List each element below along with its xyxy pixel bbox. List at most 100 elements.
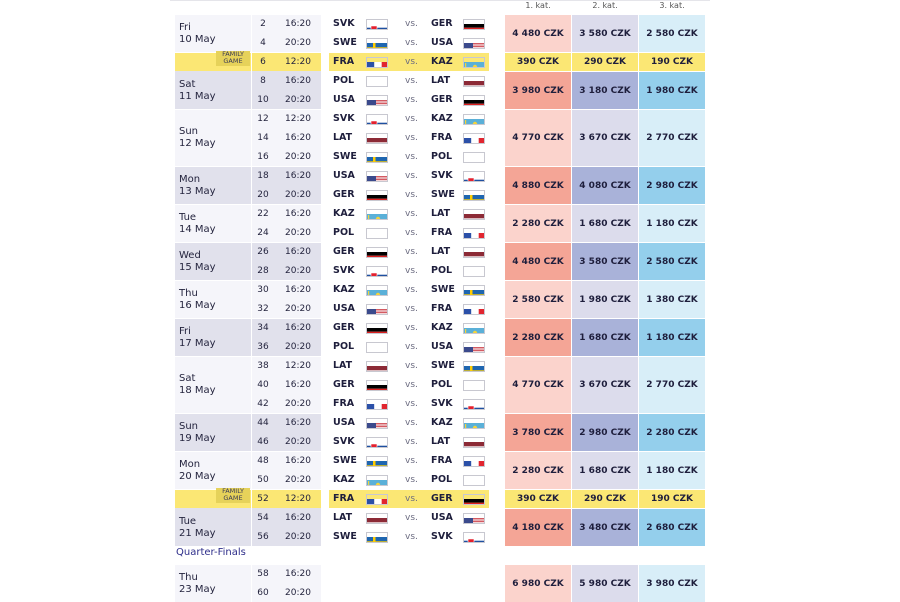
away-team: USA — [431, 341, 453, 352]
quarter-finals-label: Quarter-Finals — [176, 547, 246, 558]
price-cell: 3 670 CZK — [572, 357, 638, 413]
day-date: 12 May — [179, 138, 216, 149]
game-number: 24 — [257, 228, 269, 238]
home-team: KAZ — [333, 474, 355, 485]
vs-label: vs. — [405, 266, 418, 276]
game-number: 42 — [257, 399, 269, 409]
game-number: 58 — [257, 569, 269, 579]
day-name: Tue — [179, 515, 197, 527]
day-date: 21 May — [179, 527, 216, 539]
fra-flag-icon — [463, 133, 485, 144]
day-date: 13 May — [179, 185, 216, 197]
game-number: 40 — [257, 380, 269, 390]
column-separator — [251, 490, 252, 546]
day-block — [175, 205, 321, 242]
family-badge-line: FAMILY — [222, 50, 244, 58]
price-cell: 1 680 CZK — [572, 205, 638, 242]
home-team: POL — [333, 75, 355, 86]
vs-label: vs. — [405, 380, 418, 390]
svk-flag-icon — [366, 19, 388, 30]
lat-flag-icon — [463, 209, 485, 220]
family-game-badge: FAMILY GAME — [216, 51, 250, 66]
home-team: FRA — [333, 398, 355, 409]
day-name: Mon — [179, 173, 201, 185]
usa-flag-icon — [463, 513, 485, 524]
pol-flag-icon — [463, 475, 485, 486]
usa-flag-icon — [366, 95, 388, 106]
vs-label: vs. — [405, 57, 418, 67]
home-team: POL — [333, 227, 355, 238]
away-team: SWE — [431, 284, 455, 295]
column-separator — [251, 243, 252, 280]
day-block — [175, 281, 321, 318]
game-number: 20 — [257, 190, 269, 200]
day-block — [175, 414, 321, 451]
game-number: 8 — [260, 76, 266, 86]
day-label: Wed 15 May — [179, 250, 216, 274]
price-cell: 2 280 CZK — [505, 205, 571, 242]
away-team: LAT — [431, 75, 451, 86]
day-label: Tue 21 May — [179, 516, 216, 540]
day-date: 15 May — [179, 261, 216, 273]
pol-flag-icon — [463, 380, 485, 391]
price-cell: 290 CZK — [572, 53, 638, 71]
game-time: 16:20 — [285, 171, 311, 181]
usa-flag-icon — [463, 38, 485, 49]
price-cell: 3 780 CZK — [505, 414, 571, 451]
vs-label: vs. — [405, 456, 418, 466]
home-team: SVK — [333, 436, 355, 447]
game-time: 16:20 — [285, 418, 311, 428]
match-row: LAT vs. SWE — [329, 357, 489, 375]
price-cell: 6 980 CZK — [505, 565, 571, 602]
day-date: 18 May — [179, 385, 216, 396]
away-team: POL — [431, 151, 453, 162]
match-row: SVK vs. LAT — [329, 433, 489, 451]
vs-label: vs. — [405, 437, 418, 447]
day-date: 10 May — [179, 33, 216, 45]
vs-label: vs. — [405, 418, 418, 428]
game-time: 16:20 — [285, 569, 311, 579]
vs-label: vs. — [405, 19, 418, 29]
game-time: 20:20 — [285, 95, 311, 105]
game-time: 20:20 — [285, 532, 311, 542]
match-row: KAZ vs. SWE — [329, 281, 489, 299]
home-team: GER — [333, 189, 355, 200]
game-number: 48 — [257, 456, 269, 466]
day-block — [175, 565, 321, 602]
vs-label: vs. — [405, 95, 418, 105]
category-header: 3. kat. — [659, 1, 685, 10]
column-separator — [251, 452, 252, 489]
column-separator — [251, 167, 252, 204]
game-number: 30 — [257, 285, 269, 295]
ger-flag-icon — [366, 380, 388, 391]
vs-label: vs. — [405, 285, 418, 295]
match-row: LAT vs. FRA — [329, 129, 489, 147]
vs-label: vs. — [405, 532, 418, 542]
price-cell: 4 080 CZK — [572, 167, 638, 204]
game-number: 54 — [257, 513, 269, 523]
day-label: Sun 19 May — [179, 421, 216, 445]
game-time: 16:20 — [285, 133, 311, 143]
away-team: LAT — [431, 246, 451, 257]
column-separator — [251, 110, 252, 166]
top-divider — [170, 0, 710, 1]
kaz-flag-icon — [463, 323, 485, 334]
day-name: Sat — [179, 373, 196, 384]
away-team: POL — [431, 265, 453, 276]
price-cell: 1 980 CZK — [639, 72, 705, 109]
day-label: Thu 23 May — [179, 572, 216, 596]
game-number: 60 — [257, 588, 269, 598]
price-cell: 2 280 CZK — [639, 414, 705, 451]
match-row: GER vs. KAZ — [329, 319, 489, 337]
vs-label: vs. — [405, 76, 418, 86]
price-cell: 1 980 CZK — [572, 281, 638, 318]
day-name: Sun — [179, 420, 199, 432]
home-team: SWE — [333, 455, 357, 466]
swe-flag-icon — [463, 285, 485, 296]
game-number: 14 — [257, 133, 269, 143]
vs-label: vs. — [405, 399, 418, 409]
day-label: Thu 16 May — [179, 288, 216, 312]
price-cell: 190 CZK — [639, 490, 705, 508]
game-number: 4 — [260, 38, 266, 48]
day-label: Tue 14 May — [179, 212, 216, 236]
